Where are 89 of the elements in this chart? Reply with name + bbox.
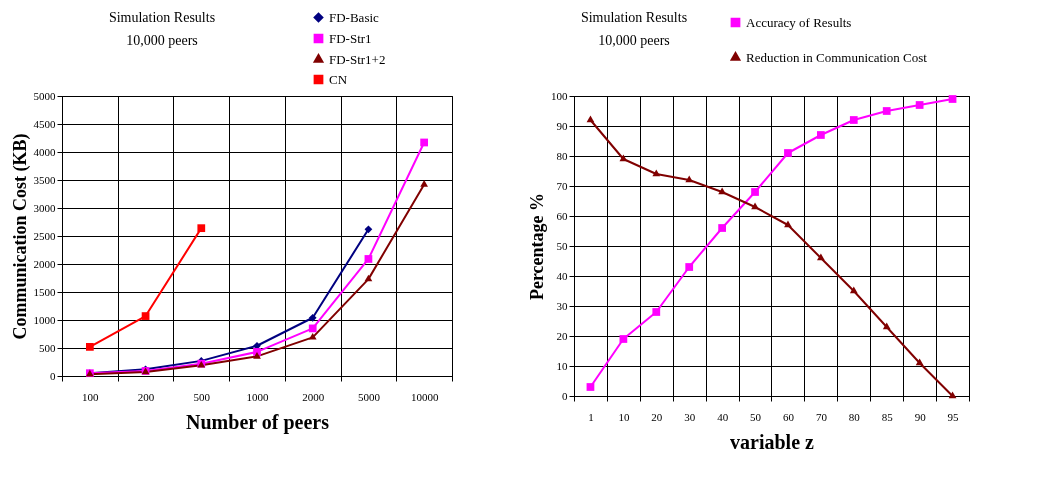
point (718, 224, 726, 232)
point (751, 202, 759, 210)
y-tick-label: 20 (556, 329, 568, 342)
x-axis-title: variable z (730, 430, 815, 453)
y-tick-label: 3000 (33, 201, 56, 214)
x-tick-label: 500 (193, 390, 211, 403)
point (85, 343, 94, 351)
point (364, 225, 373, 234)
x-tick-label: 30 (684, 410, 696, 423)
point (586, 115, 595, 123)
point (685, 175, 694, 183)
x-tick-label: 50 (750, 410, 762, 423)
point (948, 95, 957, 103)
x-axis-title: Number of peers (186, 410, 330, 434)
point (685, 263, 694, 271)
x-tick-label: 5000 (357, 390, 381, 403)
point (141, 312, 150, 320)
y-tick-label: 0 (562, 389, 568, 402)
y-tick-label: 40 (556, 269, 568, 282)
x-tick-label: 10 (618, 410, 630, 423)
legend-label: Reduction in Communication Cost (746, 49, 928, 65)
x-tick-label: 200 (137, 390, 155, 403)
chart-subtitle: 10,000 peers (598, 33, 670, 48)
y-tick-label: 70 (556, 179, 568, 192)
point (652, 169, 661, 177)
point (364, 255, 373, 263)
point (619, 154, 628, 162)
x-tick-label: 10000 (410, 390, 439, 403)
point (308, 313, 317, 322)
x-tick-label: 1000 (246, 390, 269, 403)
point (308, 332, 317, 340)
y-tick-label: 1000 (33, 313, 56, 326)
x-tick-label: 85 (881, 410, 894, 423)
point (948, 391, 957, 399)
point (784, 220, 792, 228)
y-tick-label: 2000 (33, 257, 56, 270)
point (197, 224, 206, 233)
x-tick-label: 40 (717, 410, 729, 423)
y-tick-label: 5000 (33, 89, 56, 102)
chart-title: Simulation Results (108, 10, 216, 25)
y-tick-label: 4000 (33, 145, 56, 158)
chart-subtitle: 10,000 peers (126, 33, 198, 48)
y-axis-title: Percentage % (527, 192, 547, 301)
y-tick-label: 3500 (33, 173, 56, 186)
legend-label: Accuracy of Results (746, 14, 852, 30)
point (308, 324, 317, 333)
x-tick-label: 2000 (302, 390, 325, 403)
point (882, 322, 891, 330)
y-tick-label: 30 (556, 299, 568, 312)
x-tick-label: 1 (588, 410, 594, 423)
y-tick-label: 500 (39, 341, 56, 354)
point (915, 358, 924, 366)
chart-title: Simulation Results (580, 10, 688, 25)
y-tick-label: 60 (556, 209, 568, 222)
y-tick-label: 80 (556, 149, 568, 162)
point (652, 308, 661, 316)
y-tick-label: 0 (50, 369, 56, 382)
point (882, 107, 891, 115)
point (849, 116, 858, 124)
point (420, 138, 429, 147)
point (586, 383, 595, 391)
point (849, 286, 858, 294)
point (784, 149, 792, 157)
x-tick-label: 60 (782, 410, 795, 423)
x-tick-label: 70 (815, 410, 828, 423)
point (420, 180, 429, 187)
point (915, 101, 924, 109)
x-tick-label: 80 (848, 410, 861, 423)
point (619, 335, 628, 343)
y-tick-label: 100 (551, 89, 568, 102)
y-tick-label: 90 (556, 119, 568, 132)
x-tick-label: 100 (82, 390, 100, 403)
y-tick-label: 50 (556, 239, 568, 252)
y-tick-label: 10 (556, 359, 568, 372)
y-tick-label: 2500 (33, 229, 56, 242)
y-axis-title: Communication Cost (KB) (9, 133, 31, 340)
point (718, 187, 726, 195)
legend-label: FD-Str1 (329, 30, 372, 46)
x-tick-label: 90 (914, 410, 927, 423)
legend-label: CN (329, 71, 348, 87)
x-tick-label: 20 (651, 410, 663, 423)
point (817, 131, 825, 139)
y-tick-label: 1500 (33, 285, 56, 298)
legend-label: FD-Str1+2 (329, 51, 386, 67)
point (751, 188, 759, 196)
y-tick-label: 4500 (33, 117, 56, 130)
legend-label: FD-Basic (329, 9, 380, 25)
point (817, 253, 825, 261)
x-tick-label: 95 (947, 410, 960, 423)
